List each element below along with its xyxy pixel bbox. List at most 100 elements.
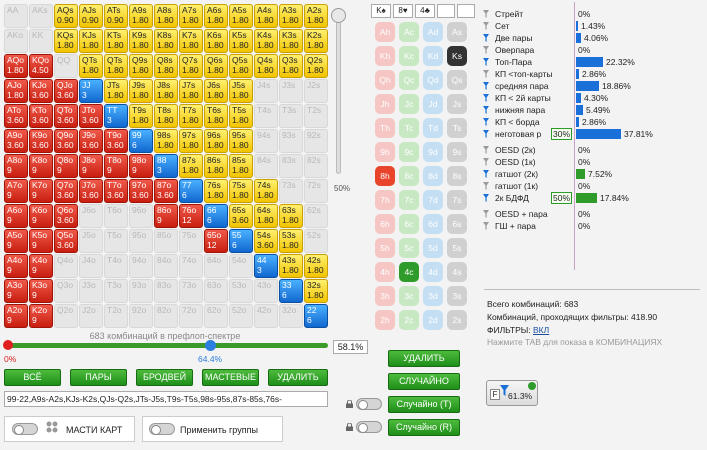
range-text-field[interactable]: 99-22,A9s-A2s,KJs-K2s,QJs-Q2s,JTs-J5s,T9… — [4, 391, 328, 407]
funnel-icon[interactable] — [483, 130, 489, 138]
pairs-button[interactable]: ПАРЫ — [70, 369, 127, 386]
hand-cell[interactable]: AA — [4, 4, 28, 28]
stat-row[interactable]: ГШ + пара — [483, 220, 643, 232]
hand-cell[interactable]: J9o 3.60 — [79, 129, 103, 153]
hand-cell[interactable]: 96o — [129, 204, 153, 228]
hand-cell[interactable]: 33 6 — [279, 279, 303, 303]
hand-cell[interactable]: A3o 9 — [4, 279, 28, 303]
card-3d[interactable]: 3d — [423, 286, 443, 306]
hand-cell[interactable]: JJ 3 — [79, 79, 103, 103]
card-3c[interactable]: 3c — [399, 286, 419, 306]
card-Ac[interactable]: Ac — [399, 22, 419, 42]
hand-cell[interactable]: J6o — [79, 204, 103, 228]
card-6d[interactable]: 6d — [423, 214, 443, 234]
hand-cell[interactable]: 82s — [304, 154, 328, 178]
card-5d[interactable]: 5d — [423, 238, 443, 258]
hand-cell[interactable]: 92o — [129, 304, 153, 328]
card-7s[interactable]: 7s — [447, 190, 467, 210]
funnel-icon[interactable] — [483, 94, 489, 102]
funnel-icon[interactable] — [483, 146, 489, 154]
hand-cell[interactable]: 87o 3.60 — [154, 179, 178, 203]
hand-cell[interactable]: T3o — [104, 279, 128, 303]
stat-row[interactable]: КП < 2й карты — [483, 92, 643, 104]
hand-cell[interactable]: AQs 0.90 — [54, 4, 78, 28]
card-6h[interactable]: 6h — [375, 214, 395, 234]
hand-cell[interactable]: Q2o — [54, 304, 78, 328]
random-t-button[interactable]: Случайно (Т) — [388, 396, 460, 413]
hand-cell[interactable]: Q7o 3.60 — [54, 179, 78, 203]
filters-toggle-link[interactable]: ВКЛ — [533, 324, 550, 335]
hand-cell[interactable]: Q9s 1.80 — [129, 54, 153, 78]
hand-cell[interactable]: Q4o — [54, 254, 78, 278]
hand-cell[interactable]: J5s 1.80 — [229, 79, 253, 103]
hand-cell[interactable]: 75s 1.80 — [229, 179, 253, 203]
funnel-icon[interactable] — [483, 222, 489, 230]
hand-cell[interactable]: T9s 1.80 — [129, 104, 153, 128]
funnel-icon[interactable] — [483, 10, 489, 18]
hand-cell[interactable]: 76s 1.80 — [204, 179, 228, 203]
funnel-icon[interactable] — [483, 170, 489, 178]
hand-cell[interactable]: QTs 1.80 — [104, 54, 128, 78]
delete-range-button[interactable]: УДАЛИТЬ — [268, 369, 328, 386]
card-7h[interactable]: 7h — [375, 190, 395, 210]
card-8h[interactable]: 8h — [375, 166, 395, 186]
card-Kc[interactable]: Kc — [399, 46, 419, 66]
funnel-icon[interactable] — [483, 210, 489, 218]
hand-cell[interactable]: 84s — [254, 154, 278, 178]
board-card-1[interactable]: K♠ — [371, 4, 391, 18]
hand-cell[interactable]: TT 3 — [104, 104, 128, 128]
card-2c[interactable]: 2c — [399, 310, 419, 330]
card-9c[interactable]: 9c — [399, 142, 419, 162]
hand-cell[interactable]: 97o 3.60 — [129, 179, 153, 203]
hand-cell[interactable]: 65o 12 — [204, 229, 228, 253]
stat-row[interactable]: неготовая р 30% — [483, 128, 643, 140]
hand-cell[interactable]: 97s 1.80 — [179, 129, 203, 153]
card-8d[interactable]: 8d — [423, 166, 443, 186]
vertical-slider-track[interactable] — [336, 14, 341, 174]
hand-cell[interactable]: 44 3 — [254, 254, 278, 278]
hand-cell[interactable]: K8s 1.80 — [154, 29, 178, 53]
hand-cell[interactable]: JTo 3.60 — [79, 104, 103, 128]
hand-cell[interactable]: A6s 1.80 — [204, 4, 228, 28]
card-Ad[interactable]: Ad — [423, 22, 443, 42]
hand-cell[interactable]: 55 6 — [229, 229, 253, 253]
hand-cell[interactable]: 85o — [154, 229, 178, 253]
card-9h[interactable]: 9h — [375, 142, 395, 162]
hand-cell[interactable]: 77 6 — [179, 179, 203, 203]
card-8s[interactable]: 8s — [447, 166, 467, 186]
delete-board-button[interactable]: УДАЛИТЬ — [388, 350, 460, 367]
hand-cell[interactable]: J2s — [304, 79, 328, 103]
hand-cell[interactable]: K3s 1.80 — [279, 29, 303, 53]
hand-cell[interactable]: 73o — [179, 279, 203, 303]
hand-cell[interactable]: 74o — [179, 254, 203, 278]
hand-cell[interactable]: T5s 1.80 — [229, 104, 253, 128]
funnel-icon[interactable] — [483, 46, 489, 54]
card-7c[interactable]: 7c — [399, 190, 419, 210]
hand-cell[interactable]: 93o — [129, 279, 153, 303]
hand-cell[interactable]: 43s 1.80 — [279, 254, 303, 278]
hand-cell[interactable]: 94o — [129, 254, 153, 278]
card-3s[interactable]: 3s — [447, 286, 467, 306]
hand-cell[interactable]: T9o 3.60 — [104, 129, 128, 153]
stat-filter-tag[interactable]: 30% — [551, 128, 573, 140]
hand-cell[interactable]: 53s 1.80 — [279, 229, 303, 253]
funnel-icon[interactable] — [483, 118, 489, 126]
hand-cell[interactable]: 53o — [229, 279, 253, 303]
hand-cell[interactable]: KJo 3.60 — [29, 79, 53, 103]
hand-cell[interactable]: 52s — [304, 229, 328, 253]
card-4c[interactable]: 4c — [399, 262, 419, 282]
hand-cell[interactable]: ATs 0.90 — [104, 4, 128, 28]
hand-cell[interactable]: 64s 1.80 — [254, 204, 278, 228]
hand-cell[interactable]: 94s — [254, 129, 278, 153]
hand-cell[interactable]: K4s 1.80 — [254, 29, 278, 53]
hand-cell[interactable]: Q6s 1.80 — [204, 54, 228, 78]
hand-cell[interactable]: KK — [29, 29, 53, 53]
hand-cell[interactable]: A9o 3.60 — [4, 129, 28, 153]
hand-cell[interactable]: A5s 1.80 — [229, 4, 253, 28]
hand-cell[interactable]: T8o 9 — [104, 154, 128, 178]
stat-row[interactable]: КП <топ-карты — [483, 68, 643, 80]
hand-cell[interactable]: 72o — [179, 304, 203, 328]
card-Jc[interactable]: Jc — [399, 94, 419, 114]
hand-cell[interactable]: K7s 1.80 — [179, 29, 203, 53]
hand-cell[interactable]: AJo 1.80 — [4, 79, 28, 103]
